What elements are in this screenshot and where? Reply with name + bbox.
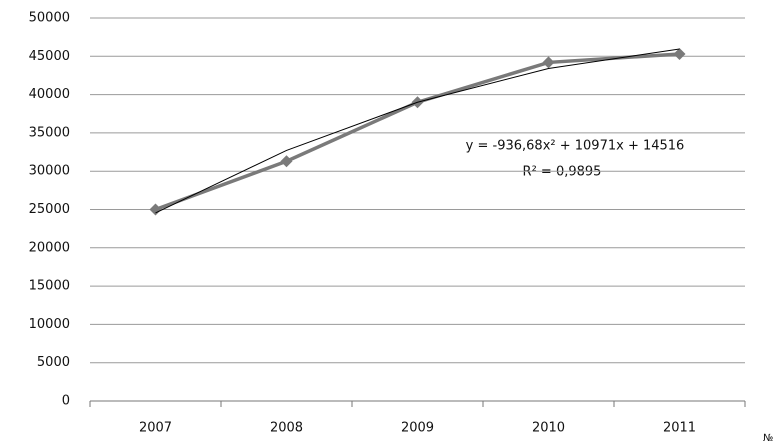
- y-tick-label: 5000: [37, 355, 70, 370]
- data-point: [149, 203, 162, 216]
- x-tick-label: 2008: [270, 421, 303, 436]
- corner-label: №: [763, 433, 773, 444]
- y-tick-label: 15000: [29, 279, 70, 294]
- trend-line: [155, 48, 680, 214]
- trend-equation: y = -936,68x² + 10971x + 14516: [466, 139, 685, 154]
- y-tick-label: 45000: [29, 49, 70, 64]
- data-point: [542, 56, 555, 69]
- r-squared: R² = 0,9895: [523, 165, 602, 180]
- data-line: [154, 52, 680, 212]
- data-point: [280, 155, 293, 168]
- x-tick-label: 2010: [532, 421, 565, 436]
- x-tick-label: 2007: [139, 421, 172, 436]
- y-tick-label: 0: [62, 394, 70, 409]
- y-tick-label: 20000: [29, 240, 70, 255]
- y-tick-label: 40000: [29, 87, 70, 102]
- x-tick-label: 2011: [663, 421, 696, 436]
- y-tick-label: 50000: [29, 11, 70, 26]
- data-point: [673, 48, 686, 61]
- y-tick-label: 30000: [29, 164, 70, 179]
- y-tick-label: 25000: [29, 202, 70, 217]
- x-tick-label: 2009: [401, 421, 434, 436]
- y-tick-label: 10000: [29, 317, 70, 332]
- y-tick-label: 35000: [29, 125, 70, 140]
